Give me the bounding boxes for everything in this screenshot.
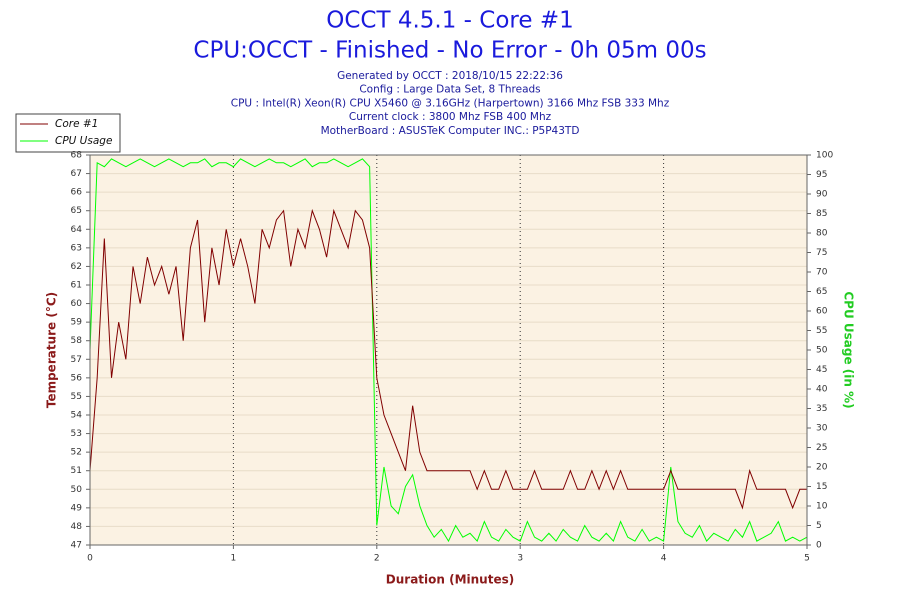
x-axis-label: Duration (Minutes) — [386, 573, 514, 587]
y-tick-label: 68 — [71, 151, 83, 161]
y-tick-label: 52 — [71, 448, 82, 458]
y-tick-label: 53 — [71, 429, 82, 439]
y2-tick-label: 95 — [816, 170, 827, 180]
y2-tick-label: 55 — [816, 326, 827, 336]
x-tick-label: 5 — [804, 554, 810, 564]
y-tick-label: 48 — [71, 522, 83, 532]
y2-tick-label: 70 — [816, 268, 828, 278]
y2-tick-label: 100 — [816, 151, 833, 161]
y-tick-label: 50 — [71, 485, 83, 495]
x-tick-label: 4 — [661, 554, 667, 564]
y-tick-label: 57 — [71, 355, 82, 365]
y2-tick-label: 50 — [816, 346, 828, 356]
info-line: Config : Large Data Set, 8 Threads — [359, 84, 540, 96]
y2-tick-label: 60 — [816, 307, 828, 317]
y2-tick-label: 35 — [816, 404, 827, 414]
y2-tick-label: 5 — [816, 521, 822, 531]
y-tick-label: 51 — [71, 466, 82, 476]
y-tick-label: 55 — [71, 392, 82, 402]
series-line — [89, 158, 808, 543]
y-tick-label: 63 — [71, 243, 82, 253]
y-tick-label: 67 — [71, 169, 82, 179]
y2-tick-label: 30 — [816, 424, 828, 434]
y-tick-label: 59 — [71, 318, 83, 328]
info-line: Generated by OCCT : 2018/10/15 22:22:36 — [337, 70, 563, 82]
legend-label: CPU Usage — [55, 135, 112, 147]
info-line: CPU : Intel(R) Xeon(R) CPU X5460 @ 3.16G… — [231, 97, 670, 109]
y-tick-label: 66 — [71, 188, 83, 198]
legend — [15, 113, 121, 153]
y2-tick-label: 10 — [816, 502, 828, 512]
chart-subtitle: CPU:OCCT - Finished - No Error - 0h 05m … — [193, 38, 706, 64]
x-tick-label: 3 — [517, 554, 523, 564]
y2-tick-label: 85 — [816, 209, 827, 219]
y-tick-label: 61 — [71, 281, 82, 291]
y-tick-label: 60 — [71, 299, 83, 309]
y2-tick-label: 25 — [816, 443, 827, 453]
plot-area — [90, 155, 807, 545]
x-tick-label: 0 — [87, 554, 93, 564]
info-line: Current clock : 3800 Mhz FSB 400 Mhz — [349, 111, 552, 123]
y-tick-label: 65 — [71, 206, 82, 216]
y2-tick-label: 75 — [816, 248, 827, 258]
legend-label: Core #1 — [55, 118, 98, 130]
y-tick-label: 54 — [71, 411, 83, 421]
y-tick-label: 56 — [71, 373, 83, 383]
series-line — [89, 208, 807, 510]
y-tick-label: 47 — [71, 541, 82, 551]
y-tick-label: 58 — [71, 336, 83, 346]
chart-title: OCCT 4.5.1 - Core #1 — [326, 8, 573, 34]
info-line: MotherBoard : ASUSTeK Computer INC.: P5P… — [321, 125, 580, 137]
y2-tick-label: 20 — [816, 463, 828, 473]
y2-tick-label: 40 — [816, 385, 828, 395]
x-tick-label: 1 — [231, 554, 237, 564]
y2-tick-label: 65 — [816, 287, 827, 297]
marks — [89, 158, 808, 543]
y2-tick-label: 45 — [816, 365, 827, 375]
y-tick-label: 64 — [71, 225, 83, 235]
y-axis-label: Temperature (°C) — [45, 292, 59, 408]
y2-tick-label: 0 — [816, 541, 822, 551]
y-tick-label: 62 — [71, 262, 82, 272]
y-tick-label: 49 — [71, 503, 83, 513]
y2-tick-label: 15 — [816, 482, 827, 492]
x-tick-label: 2 — [374, 554, 380, 564]
y2-tick-label: 90 — [816, 190, 828, 200]
y2-tick-label: 80 — [816, 229, 828, 239]
y2-axis-label: CPU Usage (in %) — [842, 291, 856, 408]
